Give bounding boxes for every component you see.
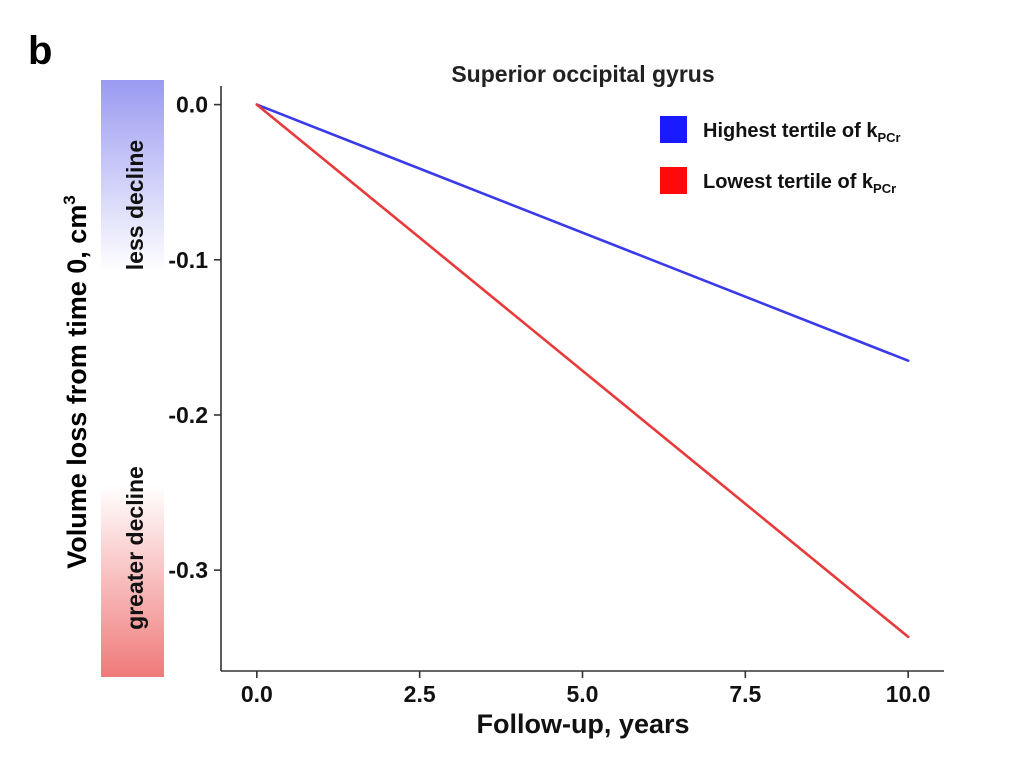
x-tick-label: 5.0 [567, 681, 599, 707]
y-axis-label: Volume loss from time 0, cm3 [60, 195, 92, 569]
legend-label: Lowest tertile of kPCr [703, 171, 896, 196]
x-ticks: 0.0 2.5 5.0 7.5 10.0 [241, 671, 931, 707]
y-ticks: 0.0 -0.1 -0.2 -0.3 [168, 92, 221, 583]
legend: Highest tertile of kPCr Lowest tertile of… [660, 116, 901, 196]
x-tick-label: 2.5 [404, 681, 436, 707]
y-tick-label: -0.3 [168, 557, 208, 583]
panel-label: b [28, 29, 52, 73]
x-tick-label: 10.0 [886, 681, 931, 707]
legend-swatch [660, 167, 687, 194]
gradient-top-label: less decline [122, 140, 148, 270]
y-tick-label: 0.0 [176, 92, 208, 118]
x-tick-label: 0.0 [241, 681, 273, 707]
legend-swatch [660, 116, 687, 143]
y-tick-label: -0.1 [168, 247, 208, 273]
series-line-lowest-tertile [255, 103, 910, 639]
series-lines [255, 103, 910, 639]
legend-label: Highest tertile of kPCr [703, 120, 901, 145]
decline-gradient-bar [101, 80, 164, 677]
series-line-highest-tertile [255, 103, 910, 363]
chart-title: Superior occipital gyrus [451, 61, 714, 87]
y-tick-label: -0.2 [168, 402, 208, 428]
x-tick-label: 7.5 [729, 681, 761, 707]
x-axis-label: Follow-up, years [476, 709, 689, 739]
gradient-bottom-label: greater decline [122, 466, 148, 630]
